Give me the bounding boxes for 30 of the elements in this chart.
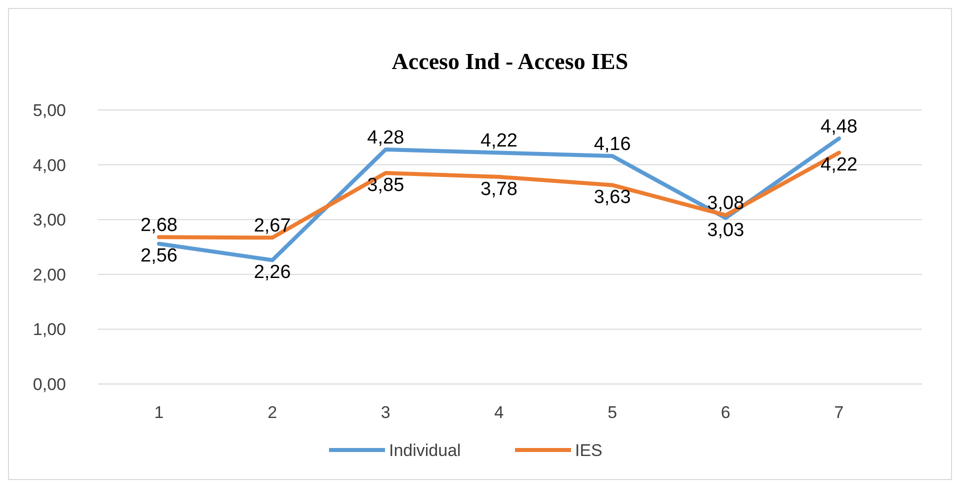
x-tick-label: 4 bbox=[494, 403, 504, 422]
data-label: 2,56 bbox=[140, 246, 178, 267]
data-label: 4,16 bbox=[594, 134, 631, 156]
legend-label: Individual bbox=[389, 441, 461, 460]
legend-label: IES bbox=[575, 441, 602, 460]
data-label: 3,03 bbox=[707, 220, 744, 241]
y-tick-label: 5,00 bbox=[32, 101, 66, 120]
data-label: 2,68 bbox=[140, 215, 178, 236]
data-label: 3,85 bbox=[367, 175, 404, 196]
x-tick-label: 7 bbox=[834, 403, 844, 422]
data-label: 3,63 bbox=[594, 187, 631, 208]
data-label: 2,67 bbox=[254, 216, 291, 237]
y-tick-label: 0,00 bbox=[32, 375, 66, 394]
data-label: 3,78 bbox=[480, 178, 518, 200]
y-tick-label: 1,00 bbox=[32, 320, 66, 340]
y-tick-label: 3,00 bbox=[32, 210, 66, 230]
x-tick-label: 6 bbox=[720, 403, 730, 422]
data-label: 2,26 bbox=[254, 262, 291, 284]
data-label: 4,22 bbox=[820, 154, 858, 176]
x-tick-label: 5 bbox=[608, 403, 618, 422]
x-tick-label: 1 bbox=[154, 403, 164, 422]
y-tick-label: 2,00 bbox=[32, 265, 66, 284]
x-tick-label: 2 bbox=[268, 403, 278, 422]
data-label: 3,08 bbox=[707, 193, 744, 214]
data-label: 4,22 bbox=[480, 130, 518, 152]
data-label: 4,28 bbox=[367, 127, 404, 148]
data-label: 4,48 bbox=[820, 116, 858, 138]
y-tick-label: 4,00 bbox=[32, 156, 66, 175]
x-tick-label: 3 bbox=[380, 403, 390, 422]
chart-title: Acceso Ind - Acceso IES bbox=[392, 49, 628, 74]
